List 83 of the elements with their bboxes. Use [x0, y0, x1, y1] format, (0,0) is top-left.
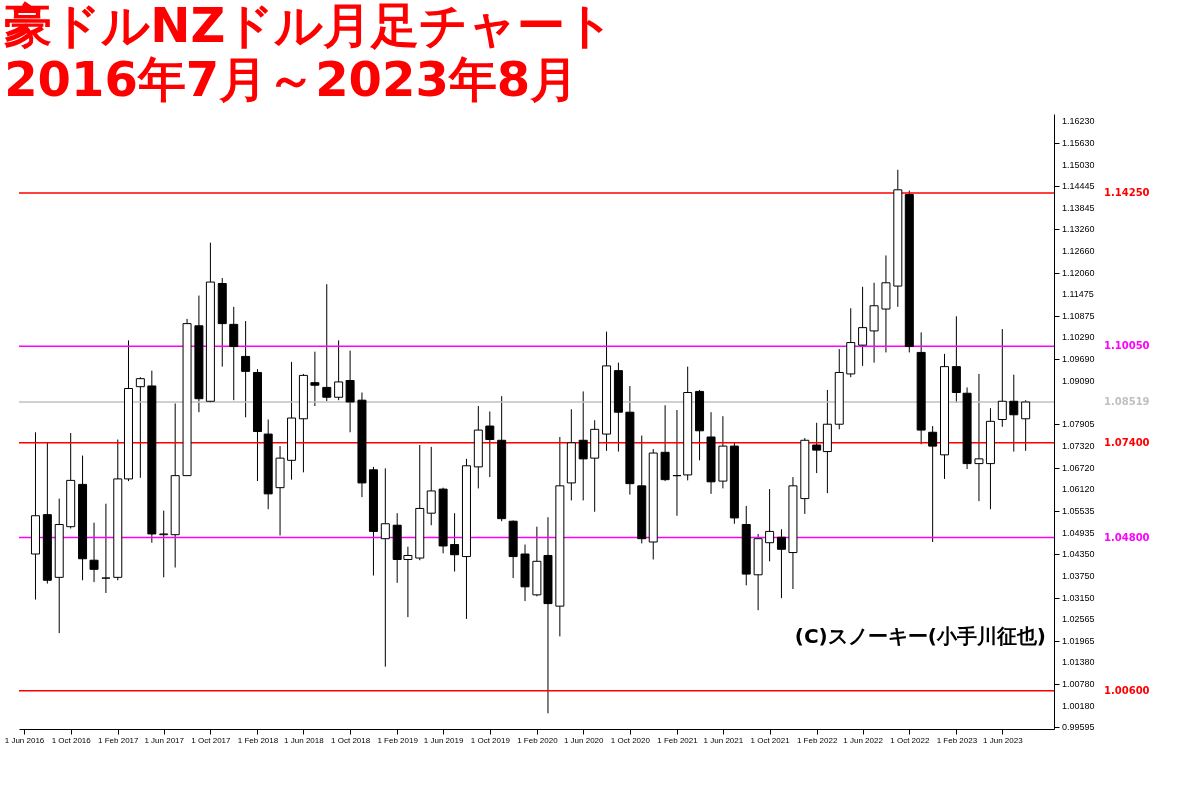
- y-tick-label: 1.07905: [1062, 419, 1095, 430]
- y-tick-label: 1.00780: [1062, 679, 1095, 690]
- x-tick-label: 1 Jun 2021: [703, 735, 744, 745]
- y-tick-label: 1.09690: [1062, 354, 1095, 365]
- candlestick: [1009, 374, 1019, 453]
- y-tick-label: 1.03750: [1062, 570, 1095, 581]
- y-tick-label: 1.00180: [1062, 701, 1095, 712]
- candlestick: [101, 503, 111, 594]
- y-tick-label: 1.09090: [1062, 376, 1095, 387]
- x-tick-label: 1 Jun 2017: [144, 735, 185, 745]
- ref-line-label: 1.08519: [1104, 396, 1150, 408]
- candlestick: [322, 283, 332, 402]
- x-tick-label: 1 Feb 2019: [377, 735, 419, 745]
- y-tick-label: 1.04350: [1062, 549, 1095, 560]
- candlestick: [765, 488, 775, 562]
- y-tick-label: 1.10290: [1062, 332, 1095, 343]
- y-tick-label: 1.02565: [1062, 614, 1095, 625]
- x-tick-label: 1 Oct 2020: [610, 735, 651, 745]
- y-tick-label: 1.04935: [1062, 527, 1095, 538]
- annotation: (C)スノーキー(小手川征也): [794, 623, 1046, 648]
- y-tick-label: 1.07320: [1062, 440, 1095, 451]
- candlestick: [928, 425, 938, 543]
- candlestick: [1021, 399, 1031, 452]
- candlestick: [974, 373, 984, 502]
- y-tick-label: 1.15030: [1062, 159, 1095, 170]
- ref-line-label: 1.04800: [1104, 531, 1150, 543]
- candlestick: [135, 376, 145, 479]
- x-tick-label: 1 Oct 2021: [750, 735, 791, 745]
- candlestick: [426, 446, 436, 526]
- candlestick: [334, 339, 344, 401]
- x-tick-label: 1 Feb 2022: [796, 735, 838, 745]
- ref-line-label: 1.07400: [1104, 436, 1150, 448]
- y-tick-label: 1.05535: [1062, 505, 1095, 516]
- x-tick-label: 1 Feb 2018: [237, 735, 279, 745]
- y-tick-label: 1.13260: [1062, 224, 1095, 235]
- candlestick: [380, 467, 390, 668]
- candlestick: [241, 320, 251, 418]
- candlestick: [997, 328, 1007, 428]
- candlestick: [858, 286, 868, 367]
- x-tick-label: 1 Oct 2016: [51, 735, 92, 745]
- x-tick-label: 1 Jun 2018: [284, 735, 325, 745]
- x-tick-label: 1 Feb 2020: [517, 735, 559, 745]
- y-tick-label: 1.13845: [1062, 202, 1095, 213]
- x-tick-label: 1 Feb 2017: [98, 735, 140, 745]
- candlestick: [485, 410, 495, 478]
- y-tick-label: 1.12060: [1062, 267, 1095, 278]
- ref-line-label: 1.10050: [1104, 340, 1150, 352]
- y-tick-label: 0.99595: [1062, 722, 1095, 733]
- x-tick-label: 1 Jun 2022: [843, 735, 884, 745]
- candlestick: [310, 351, 320, 407]
- candlestick: [159, 510, 169, 578]
- candlestick: [450, 512, 460, 573]
- x-tick-label: 1 Jun 2019: [423, 735, 464, 745]
- y-tick-label: 1.12660: [1062, 246, 1095, 257]
- candlestick: [812, 422, 822, 474]
- y-tick-label: 1.06120: [1062, 484, 1095, 495]
- x-tick-label: 1 Jun 2020: [563, 735, 605, 745]
- candlestick: [89, 522, 99, 583]
- y-tick-label: 1.14445: [1062, 181, 1095, 191]
- x-tick-label: 1 Feb 2023: [936, 735, 978, 745]
- x-tick-label: 1 Oct 2019: [470, 735, 511, 745]
- x-tick-label: 1 Feb 2021: [657, 735, 699, 745]
- ref-line-label: 1.14250: [1104, 187, 1150, 199]
- y-tick-label: 1.01965: [1062, 635, 1095, 646]
- candlestick: [229, 306, 239, 401]
- chart-title: 豪ドルNZドル月足チャート: [4, 0, 615, 53]
- x-tick-label: 1 Jun 2023: [983, 735, 1024, 745]
- y-tick-label: 1.10875: [1062, 311, 1095, 322]
- x-tick-label: 1 Jun 2016: [4, 735, 45, 745]
- y-tick-label: 1.16230: [1062, 115, 1095, 126]
- x-tick-label: 1 Oct 2018: [331, 735, 371, 745]
- ref-line-label: 1.00600: [1104, 684, 1150, 696]
- y-tick-label: 1.11475: [1062, 289, 1094, 300]
- x-tick-label: 1 Oct 2022: [890, 735, 930, 745]
- y-tick-label: 1.06720: [1062, 462, 1095, 473]
- candlestick: [345, 350, 355, 433]
- y-tick-label: 1.01380: [1062, 657, 1095, 668]
- y-tick-label: 1.03150: [1062, 592, 1095, 603]
- x-tick-label: 1 Oct 2017: [191, 735, 232, 745]
- candlestick: [776, 528, 786, 599]
- y-tick-label: 1.15630: [1062, 137, 1095, 148]
- chart-subtitle: 2016年7月～2023年8月: [4, 51, 579, 107]
- candlestick: [578, 390, 588, 501]
